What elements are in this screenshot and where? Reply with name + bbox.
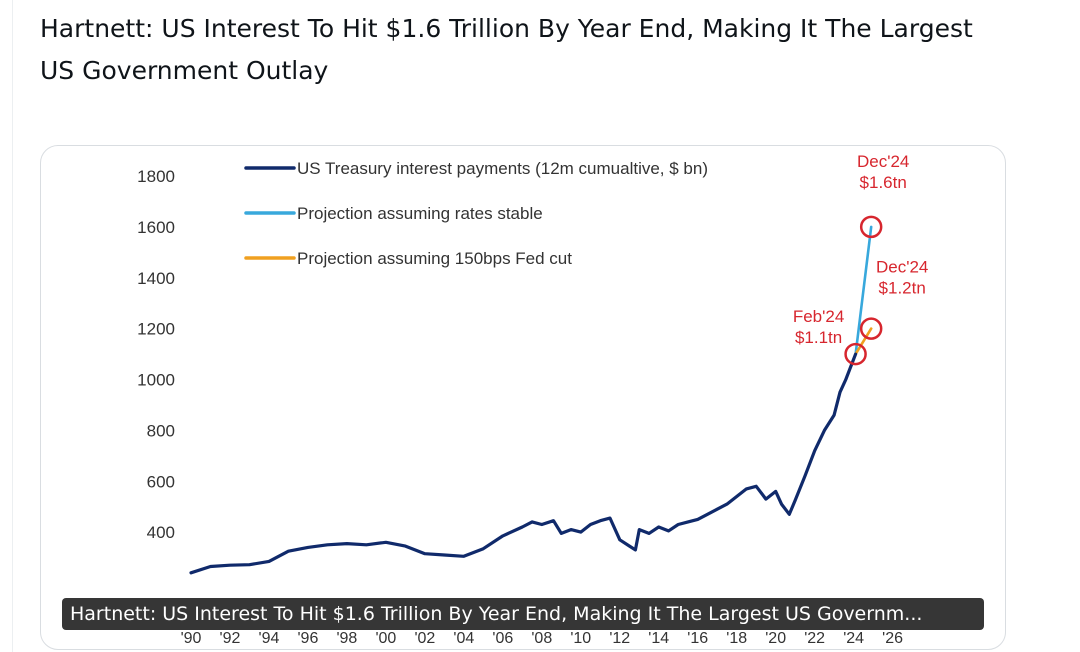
annotation-circle — [859, 317, 883, 340]
legend-label: Projection assuming rates stable — [297, 204, 543, 223]
series-line-2 — [854, 327, 873, 356]
x-tick-label: '16 — [687, 630, 708, 647]
y-tick-label: 1800 — [137, 167, 175, 186]
annotation-circle — [844, 342, 867, 366]
timeline-rule — [12, 0, 13, 652]
annotation-label: Dec'24 — [876, 258, 928, 277]
annotation-value: $1.2tn — [879, 279, 926, 298]
y-tick-label: 1400 — [137, 269, 175, 288]
x-tick-label: '94 — [259, 630, 280, 647]
x-tick-label: '90 — [181, 630, 202, 647]
legend-label: Projection assuming 150bps Fed cut — [297, 249, 572, 268]
x-tick-label: '18 — [726, 630, 747, 647]
annotation-label: Feb'24 — [793, 307, 844, 326]
x-tick-label: '92 — [220, 630, 241, 647]
annotation-label: Dec'24 — [857, 152, 909, 171]
x-tick-label: '00 — [375, 630, 396, 647]
x-tick-label: '06 — [492, 630, 513, 647]
series-line-1 — [854, 225, 873, 356]
y-tick-label: 400 — [147, 523, 175, 542]
x-tick-label: '14 — [648, 630, 669, 647]
annotation-value: $1.1tn — [795, 328, 842, 347]
x-tick-label: '04 — [453, 630, 474, 647]
x-tick-label: '22 — [804, 630, 825, 647]
x-tick-label: '12 — [609, 630, 630, 647]
y-tick-label: 1600 — [137, 218, 175, 237]
annotation-value: $1.6tn — [860, 173, 907, 192]
chart: 400 600 800 1000 1200 1400 1600 1800 '90 '92 '94 '9… — [137, 152, 928, 647]
annotation-circle — [859, 215, 883, 239]
y-tick-label: 600 — [147, 472, 175, 491]
legend-label: US Treasury interest payments (12m cumua… — [297, 159, 708, 178]
chart-card[interactable]: 400 600 800 1000 1200 1400 1600 1800 '90 '92 '94 '9… — [40, 145, 1006, 650]
x-tick-label: '10 — [570, 630, 591, 647]
x-tick-label: '26 — [882, 630, 903, 647]
y-tick-label: 800 — [147, 421, 175, 440]
y-tick-label: 1200 — [137, 320, 175, 339]
x-tick-label: '98 — [336, 630, 357, 647]
x-tick-label: '08 — [531, 630, 552, 647]
x-tick-label: '96 — [298, 630, 319, 647]
image-caption: Hartnett: US Interest To Hit $1.6 Trilli… — [62, 598, 984, 630]
series-line-0 — [189, 352, 858, 575]
post-title: Hartnett: US Interest To Hit $1.6 Trilli… — [40, 14, 973, 85]
x-tick-label: '02 — [414, 630, 435, 647]
y-tick-label: 1000 — [137, 371, 175, 390]
x-tick-label: '20 — [765, 630, 786, 647]
x-tick-label: '24 — [843, 630, 864, 647]
